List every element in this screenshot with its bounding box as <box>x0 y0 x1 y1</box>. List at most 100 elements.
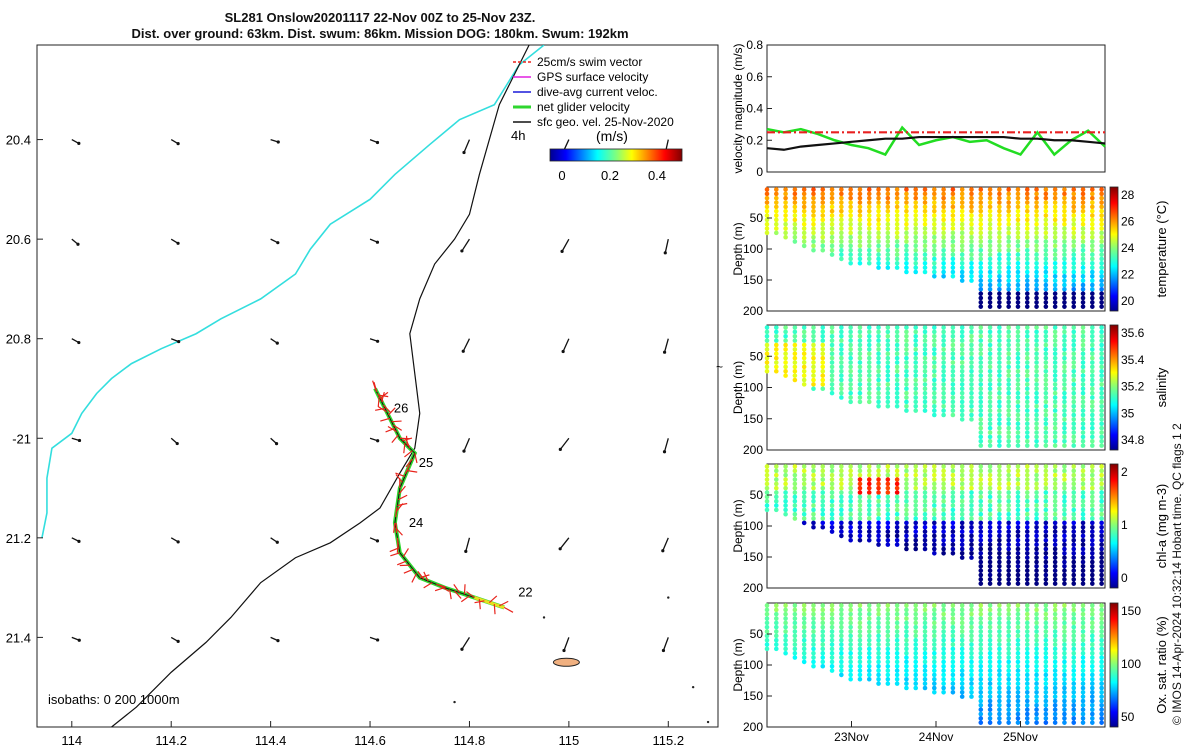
data-point <box>978 234 984 240</box>
data-point <box>1052 368 1058 374</box>
data-point <box>987 430 993 435</box>
data-point <box>1052 464 1058 469</box>
data-point <box>1043 287 1049 292</box>
data-point <box>764 338 770 343</box>
data-point <box>978 620 984 626</box>
data-point <box>913 490 919 495</box>
data-point <box>764 620 770 626</box>
data-point <box>857 498 863 504</box>
data-point <box>1015 234 1021 240</box>
data-point <box>876 333 881 339</box>
data-point <box>987 498 993 504</box>
data-point <box>1090 204 1095 210</box>
data-point <box>792 633 798 639</box>
data-point <box>1043 520 1049 526</box>
data-point <box>959 629 965 634</box>
data-point <box>857 672 863 678</box>
data-point <box>829 616 835 621</box>
data-point <box>1071 572 1077 578</box>
data-point <box>1024 629 1030 634</box>
data-point <box>811 485 816 491</box>
islet-dot <box>667 596 670 599</box>
data-point <box>1099 542 1104 547</box>
data-point <box>1062 559 1067 565</box>
data-point <box>801 472 807 478</box>
data-point <box>1006 239 1011 244</box>
data-point <box>764 364 770 370</box>
data-point <box>820 503 826 508</box>
data-point <box>959 516 965 521</box>
data-point <box>1071 577 1077 582</box>
data-point <box>1034 494 1039 500</box>
data-point <box>1034 434 1039 440</box>
data-point <box>1071 187 1077 192</box>
data-point <box>1090 269 1095 275</box>
data-point <box>969 395 974 400</box>
data-point <box>913 243 919 249</box>
data-point <box>997 711 1002 717</box>
data-point <box>1052 399 1058 405</box>
geo-velocity-arrowhead <box>376 439 380 443</box>
data-point <box>811 204 816 210</box>
data-point <box>941 234 946 240</box>
data-point <box>876 351 881 357</box>
data-point <box>1062 629 1067 634</box>
data-point <box>1024 577 1030 582</box>
data-point <box>1080 624 1086 630</box>
data-point <box>950 234 956 240</box>
data-point <box>922 607 928 613</box>
data-point <box>829 243 835 249</box>
data-point <box>811 516 816 521</box>
data-point <box>876 377 881 383</box>
data-point <box>1071 689 1077 695</box>
data-point <box>876 494 881 500</box>
swim-vector <box>404 450 413 458</box>
data-point <box>978 650 984 656</box>
data-point <box>1090 234 1095 240</box>
data-point <box>987 421 993 427</box>
data-point <box>848 382 853 387</box>
data-point <box>1052 520 1058 526</box>
data-point <box>1024 533 1030 539</box>
data-point <box>997 620 1002 626</box>
data-point <box>866 529 872 534</box>
data-point <box>997 542 1002 547</box>
geo-velocity-arrow <box>563 637 570 651</box>
data-point <box>997 239 1002 244</box>
data-point <box>866 637 872 643</box>
data-point <box>997 485 1002 491</box>
data-point <box>848 529 853 534</box>
data-point <box>950 689 956 695</box>
data-point <box>959 533 965 539</box>
data-point <box>876 234 881 240</box>
data-point <box>1052 611 1058 617</box>
data-point <box>932 494 937 500</box>
data-point <box>941 624 946 630</box>
data-point <box>904 477 909 482</box>
map-colorbar <box>549 148 683 162</box>
data-point <box>1062 333 1067 339</box>
swim-vector <box>392 424 403 431</box>
data-point <box>820 239 826 244</box>
data-point <box>922 507 928 513</box>
legend-label: dive-avg current veloc. <box>537 85 658 99</box>
data-point <box>1052 200 1058 205</box>
data-point <box>1043 273 1049 279</box>
geo-velocity-arrowhead <box>276 241 280 245</box>
data-point <box>783 633 788 639</box>
data-point <box>829 633 835 639</box>
data-point <box>1006 399 1011 405</box>
data-point <box>857 234 863 240</box>
data-point <box>1062 689 1067 695</box>
swim-vector <box>391 420 402 423</box>
data-point <box>876 191 881 197</box>
data-point <box>941 629 946 634</box>
geo-velocity-arrowhead <box>460 647 464 651</box>
data-point <box>950 511 956 517</box>
data-point <box>829 468 835 474</box>
swim-vector <box>393 522 396 533</box>
data-point <box>829 603 835 608</box>
data-point <box>1062 408 1067 413</box>
data-point <box>941 481 946 487</box>
data-point <box>978 529 984 534</box>
